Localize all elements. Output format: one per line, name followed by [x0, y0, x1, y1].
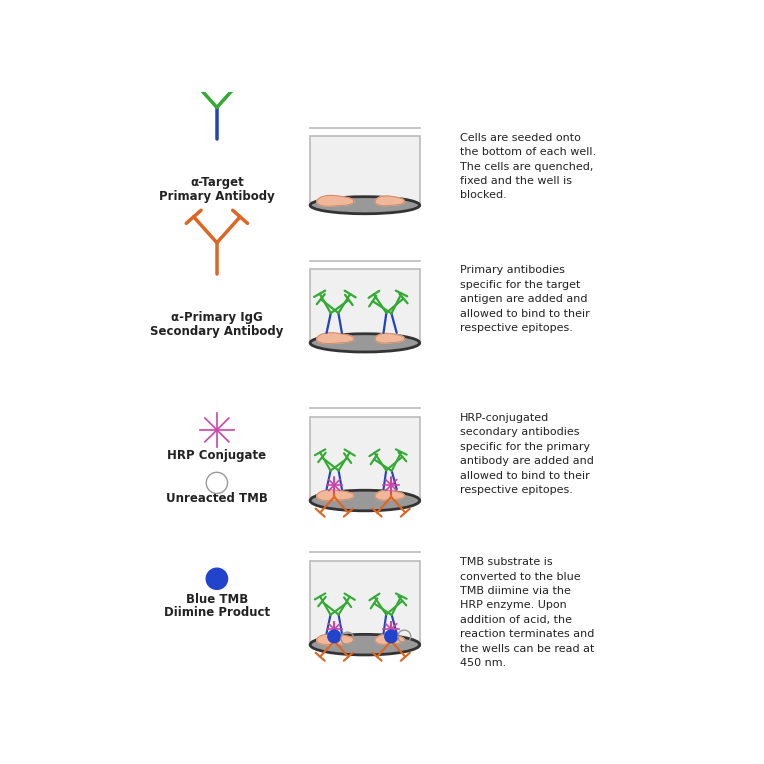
Circle shape	[385, 630, 397, 643]
Text: TMB substrate is
converted to the blue
TMB diimine via the
HRP enzyme. Upon
addi: TMB substrate is converted to the blue T…	[460, 557, 594, 668]
Polygon shape	[317, 634, 354, 645]
Polygon shape	[317, 196, 354, 206]
Text: α-Primary IgG: α-Primary IgG	[171, 311, 263, 324]
Text: Blue TMB: Blue TMB	[186, 593, 248, 606]
Text: Unreacted TMB: Unreacted TMB	[166, 492, 268, 505]
FancyBboxPatch shape	[310, 269, 419, 344]
Text: HRP Conjugate: HRP Conjugate	[167, 448, 267, 461]
FancyBboxPatch shape	[310, 562, 419, 646]
Text: Cells are seeded onto
the bottom of each well.
The cells are quenched,
fixed and: Cells are seeded onto the bottom of each…	[460, 133, 596, 200]
Text: Diimine Product: Diimine Product	[163, 607, 270, 620]
Polygon shape	[375, 635, 404, 644]
Polygon shape	[375, 333, 404, 343]
Ellipse shape	[310, 334, 419, 352]
Text: Secondary Antibody: Secondary Antibody	[151, 325, 283, 338]
Polygon shape	[317, 490, 354, 500]
Text: HRP-conjugated
secondary antibodies
specific for the primary
antibody are added : HRP-conjugated secondary antibodies spec…	[460, 413, 594, 495]
Polygon shape	[375, 490, 404, 500]
Ellipse shape	[310, 634, 419, 655]
Text: Primary antibodies
specific for the target
antigen are added and
allowed to bind: Primary antibodies specific for the targ…	[460, 265, 589, 333]
Ellipse shape	[310, 490, 419, 511]
Polygon shape	[317, 333, 354, 344]
FancyBboxPatch shape	[310, 417, 419, 501]
Text: Primary Antibody: Primary Antibody	[159, 190, 275, 203]
Circle shape	[328, 630, 341, 643]
Circle shape	[206, 568, 228, 589]
Ellipse shape	[310, 196, 419, 214]
Polygon shape	[375, 196, 404, 206]
Text: α-Target: α-Target	[190, 176, 244, 189]
FancyBboxPatch shape	[310, 136, 419, 206]
